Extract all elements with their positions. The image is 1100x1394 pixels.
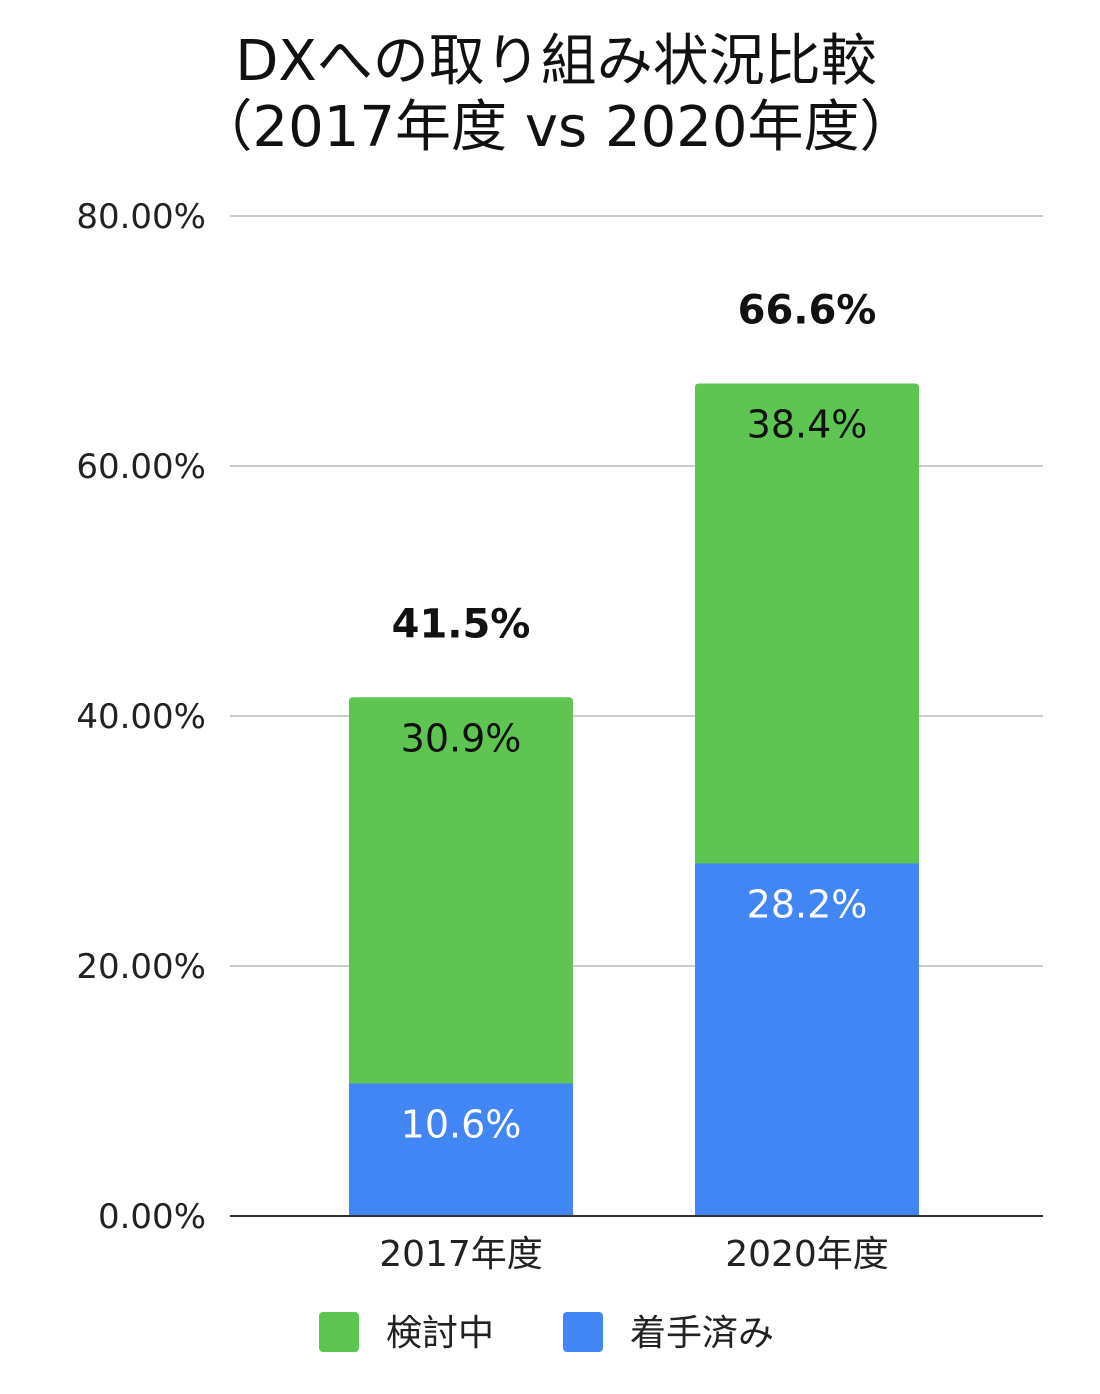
segment-value-label: 30.9%: [401, 716, 522, 760]
x-tick-label: 2017年度: [379, 1234, 543, 1275]
chart-title: DXへの取り組み状況比較: [235, 29, 876, 94]
y-tick-label: 80.00%: [76, 197, 206, 237]
y-tick-label: 20.00%: [76, 947, 206, 987]
bar-segment: [695, 383, 919, 864]
y-tick-label: 0.00%: [98, 1197, 206, 1237]
bar-segment: [349, 697, 573, 1084]
total-value-label: 41.5%: [392, 601, 531, 647]
bars: [349, 383, 919, 1216]
y-tick-label: 60.00%: [76, 447, 206, 487]
legend: 検討中 着手済み: [319, 1312, 774, 1354]
legend-label: 検討中: [386, 1313, 494, 1354]
y-tick-label: 40.00%: [76, 697, 206, 737]
x-axis-ticks: 2017年度 2020年度: [379, 1234, 889, 1275]
legend-label: 着手済み: [630, 1313, 774, 1354]
total-value-label: 66.6%: [738, 288, 877, 334]
y-axis-ticks: 0.00% 20.00% 40.00% 60.00% 80.00%: [76, 197, 206, 1237]
legend-swatch: [563, 1312, 603, 1352]
segment-value-label: 38.4%: [747, 403, 868, 447]
x-tick-label: 2020年度: [725, 1234, 889, 1275]
data-labels: 10.6% 30.9% 41.5% 28.2% 38.4% 66.6%: [392, 288, 877, 1147]
bar-segment: [349, 1083, 573, 1216]
segment-value-label: 28.2%: [747, 883, 868, 927]
legend-swatch: [319, 1312, 359, 1352]
bar-segment: [695, 863, 919, 1216]
segment-value-label: 10.6%: [401, 1103, 522, 1147]
chart-subtitle: （2017年度 vs 2020年度）: [197, 95, 916, 160]
